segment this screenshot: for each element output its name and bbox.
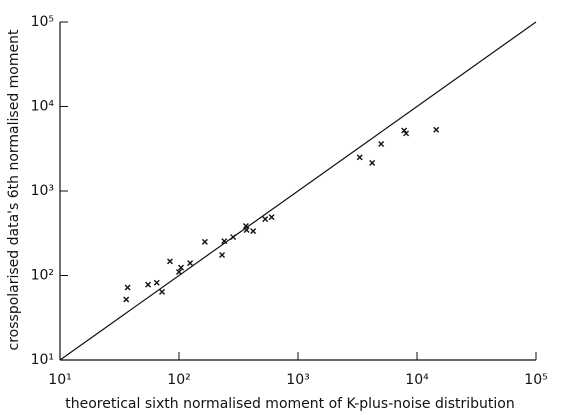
- point: [378, 140, 385, 147]
- x-tick-label: 10¹: [48, 372, 71, 388]
- point: [262, 216, 269, 223]
- point: [243, 227, 250, 234]
- point: [230, 234, 237, 241]
- point: [268, 214, 275, 221]
- point: [153, 279, 160, 286]
- x-tick-label: 10³: [286, 372, 309, 388]
- point: [159, 288, 166, 295]
- y-axis-label: crosspolarised data's 6th normalised mom…: [6, 29, 22, 350]
- point: [178, 264, 185, 271]
- point: [176, 269, 182, 275]
- point: [221, 238, 228, 245]
- point: [124, 284, 131, 291]
- point: [356, 154, 363, 161]
- y-tick-label: 10²: [31, 268, 54, 284]
- x-axis-label: theoretical sixth normalised moment of K…: [65, 396, 515, 412]
- y-tick-label: 10³: [31, 183, 54, 199]
- y-tick-label: 10⁵: [31, 14, 54, 30]
- point: [433, 126, 440, 133]
- reference-line: [59, 21, 537, 361]
- y-tick-label: 10¹: [31, 352, 54, 368]
- point: [369, 159, 376, 166]
- point: [145, 281, 152, 288]
- point: [219, 251, 226, 258]
- x-tick-label: 10²: [167, 372, 190, 388]
- point: [250, 228, 257, 235]
- y-tick-label: 10⁴: [31, 99, 55, 115]
- point: [187, 260, 194, 267]
- x-tick-label: 10⁵: [524, 372, 547, 388]
- point: [166, 258, 173, 265]
- x-tick-label: 10⁴: [405, 372, 429, 388]
- point: [201, 238, 208, 245]
- point: [403, 130, 410, 137]
- point: [123, 296, 130, 303]
